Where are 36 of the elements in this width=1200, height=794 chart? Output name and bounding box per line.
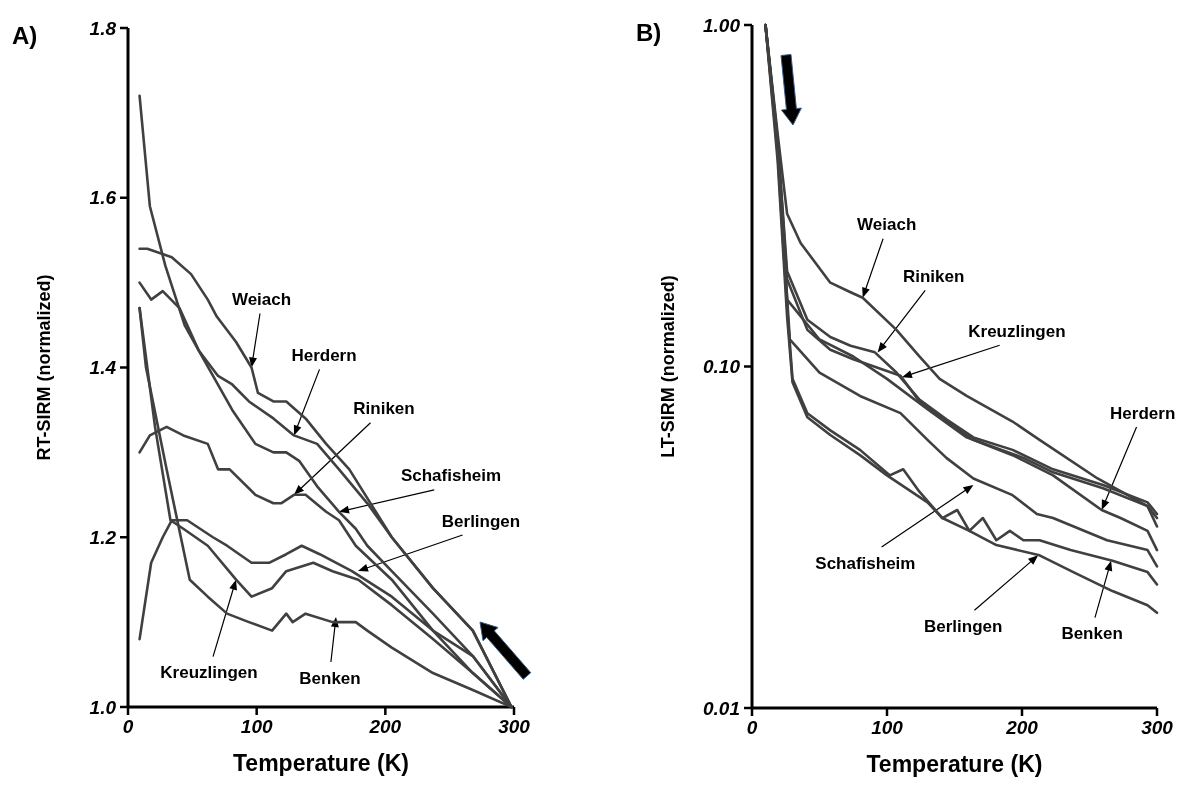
- x-tick-label: 300: [498, 716, 531, 737]
- x-tick-label: 300: [1141, 717, 1174, 738]
- y-tick-label: 0.01: [703, 697, 740, 719]
- annotation: Berlingen: [924, 616, 1003, 636]
- annotation: Schafisheim: [400, 466, 502, 486]
- chart-title: A): [12, 22, 38, 49]
- x-tick-label: 0: [122, 716, 134, 737]
- annotation: Schafisheim: [815, 553, 916, 573]
- annotation: Riniken: [902, 266, 965, 286]
- x-axis-title: Temperature (K): [866, 751, 1043, 777]
- y-tick-label: 1.8: [89, 17, 117, 39]
- x-tick-label: 0: [746, 717, 758, 738]
- chart-title: B): [636, 19, 662, 46]
- annotation: Benken: [299, 668, 361, 688]
- y-tick-label: 0.10: [703, 356, 741, 377]
- x-tick-label: 200: [368, 716, 402, 737]
- annotation: Weiach: [231, 290, 292, 309]
- annotation: Herdern: [291, 345, 357, 365]
- y-axis-title: LT-SIRM (normalized): [658, 275, 678, 458]
- annotation: Benken: [1061, 624, 1123, 644]
- annotation: Herdern: [1110, 403, 1176, 423]
- y-tick-label: 1.00: [703, 14, 741, 36]
- x-tick-label: 200: [1005, 717, 1039, 738]
- y-axis-title: RT-SIRM (normalized): [34, 274, 54, 461]
- annotation: Kreuzlingen: [160, 663, 258, 683]
- y-tick-label: 1.4: [89, 357, 117, 378]
- x-tick-label: 100: [871, 717, 904, 738]
- annotation: Berlingen: [441, 511, 521, 531]
- y-tick-label: 1.6: [89, 187, 117, 209]
- x-axis-title: Temperature (K): [233, 750, 409, 776]
- annotation: Weiach: [857, 215, 917, 235]
- annotation: Riniken: [353, 399, 415, 419]
- annotation: Kreuzlingen: [968, 321, 1066, 341]
- y-tick-label: 1.0: [89, 696, 117, 718]
- y-tick-label: 1.2: [89, 526, 117, 548]
- x-tick-label: 100: [240, 716, 273, 737]
